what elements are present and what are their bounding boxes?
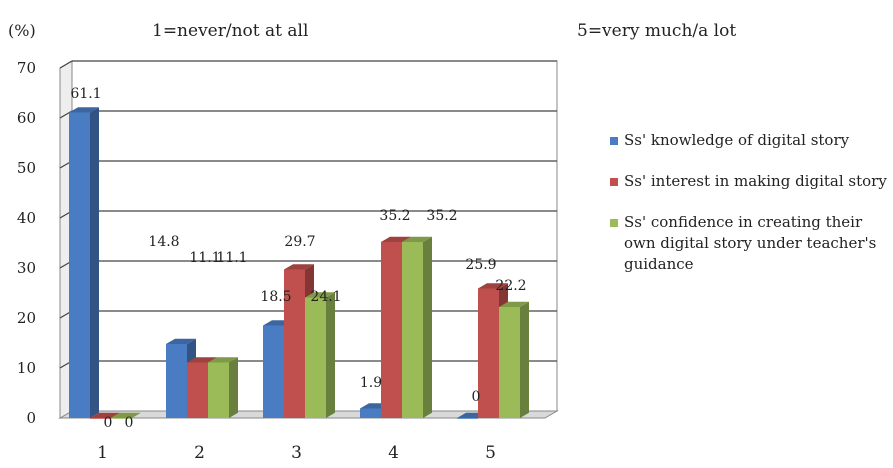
data-label: 0 (472, 389, 481, 405)
bar-front (187, 362, 208, 418)
legend-swatch-knowledge (610, 137, 618, 145)
x-tick-label: 1 (97, 443, 108, 463)
legend-item-knowledge: Ss' knowledge of digital story (610, 130, 890, 151)
bar-front (69, 112, 90, 418)
bar-front (499, 307, 520, 418)
legend-label-confidence: Ss' confidence in creating their own dig… (624, 213, 877, 273)
bar-2-cat-1 (90, 412, 120, 419)
bar-front (360, 408, 381, 418)
bars (69, 107, 529, 419)
bar-top (69, 107, 99, 113)
y-tick-label: 70 (17, 59, 36, 77)
bar-side (326, 292, 335, 418)
data-label: 29.7 (284, 234, 315, 250)
bar-top (166, 338, 196, 344)
scale-note-right: 5=very much/a lot (577, 21, 736, 41)
y-tick-label: 60 (17, 109, 36, 127)
data-labels: 61.10 014.811.111.118.529.724.11.935.2 35.… (70, 86, 526, 431)
y-tick-label: 30 (17, 259, 36, 277)
data-label: 35.2 (426, 208, 457, 224)
data-label: 11.1 (216, 250, 247, 266)
bar-top (478, 283, 508, 289)
data-label: 61.1 (70, 86, 101, 102)
bar-top (208, 357, 238, 363)
data-label: 0 (104, 415, 113, 431)
gridline-side (59, 60, 73, 69)
y-tick-label: 10 (17, 359, 36, 377)
bar-top (111, 412, 141, 418)
data-label: 24.1 (310, 289, 341, 305)
y-axis-unit-label: (%) (8, 21, 36, 40)
bar-front (457, 418, 478, 419)
legend-item-interest: Ss' interest in making digital story (610, 171, 890, 192)
bar-3-cat-3 (305, 292, 335, 418)
bar-front (111, 418, 132, 419)
bar-1-cat-1 (69, 107, 99, 418)
y-tick-label: 0 (26, 409, 36, 427)
bar-side (423, 236, 432, 418)
bar-front (402, 242, 423, 418)
bar-3-cat-2 (208, 357, 238, 418)
x-tick-label: 4 (388, 443, 399, 463)
data-label: 35.2 (379, 208, 410, 224)
bar-front (305, 297, 326, 418)
legend-label-knowledge: Ss' knowledge of digital story (624, 131, 850, 149)
bar-side (90, 107, 99, 418)
y-tick-label: 20 (17, 309, 36, 327)
bar-3-cat-4 (402, 236, 432, 418)
bar-front (381, 242, 402, 418)
x-tick-label: 5 (485, 443, 496, 463)
bar-front (208, 362, 229, 418)
legend-swatch-confidence (610, 219, 618, 227)
bar-front (284, 269, 305, 418)
bar-front (166, 344, 187, 418)
data-label: 0 (125, 415, 134, 431)
y-tick-label: 40 (17, 209, 36, 227)
bar-side (229, 357, 238, 418)
bar-front (263, 325, 284, 418)
y-tick-label: 50 (17, 159, 36, 177)
data-label: 14.8 (148, 234, 179, 250)
bar-3-cat-1 (111, 412, 141, 419)
data-label: 22.2 (495, 278, 526, 294)
data-label: 18.5 (260, 289, 291, 305)
bar-top (499, 301, 529, 307)
bar-side (520, 301, 529, 418)
legend: Ss' knowledge of digital story Ss' inter… (610, 130, 890, 295)
bar-3-cat-5 (499, 301, 529, 418)
scale-note-left: 1=never/not at all (152, 21, 308, 41)
legend-swatch-interest (610, 178, 618, 186)
bar-front (478, 288, 499, 418)
bar-top (90, 412, 120, 418)
data-label: 25.9 (465, 257, 496, 273)
x-tick-label: 2 (194, 443, 205, 463)
x-tick-label: 3 (291, 443, 302, 463)
bar-front (90, 418, 111, 419)
bar-top (187, 357, 217, 363)
data-label: 11.1 (189, 250, 220, 266)
bar-top (381, 236, 411, 242)
bar-top (402, 236, 432, 242)
bar-top (305, 292, 335, 298)
legend-label-interest: Ss' interest in making digital story (624, 172, 887, 190)
legend-item-confidence: Ss' confidence in creating their own dig… (610, 212, 890, 275)
data-label: 1.9 (360, 375, 382, 391)
bar-top (284, 264, 314, 270)
